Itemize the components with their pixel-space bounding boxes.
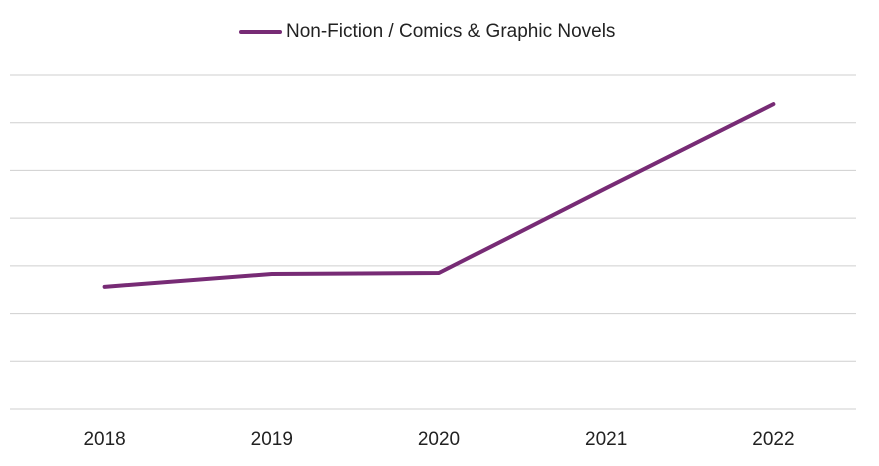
legend-label: Non-Fiction / Comics & Graphic Novels	[286, 21, 615, 42]
x-tick-label: 2021	[585, 429, 627, 450]
x-tick-label: 2022	[752, 429, 794, 450]
x-tick-label: 2019	[251, 429, 293, 450]
x-tick-label: 2018	[83, 429, 125, 450]
x-tick-label: 2020	[418, 429, 460, 450]
data-line	[102, 102, 776, 289]
